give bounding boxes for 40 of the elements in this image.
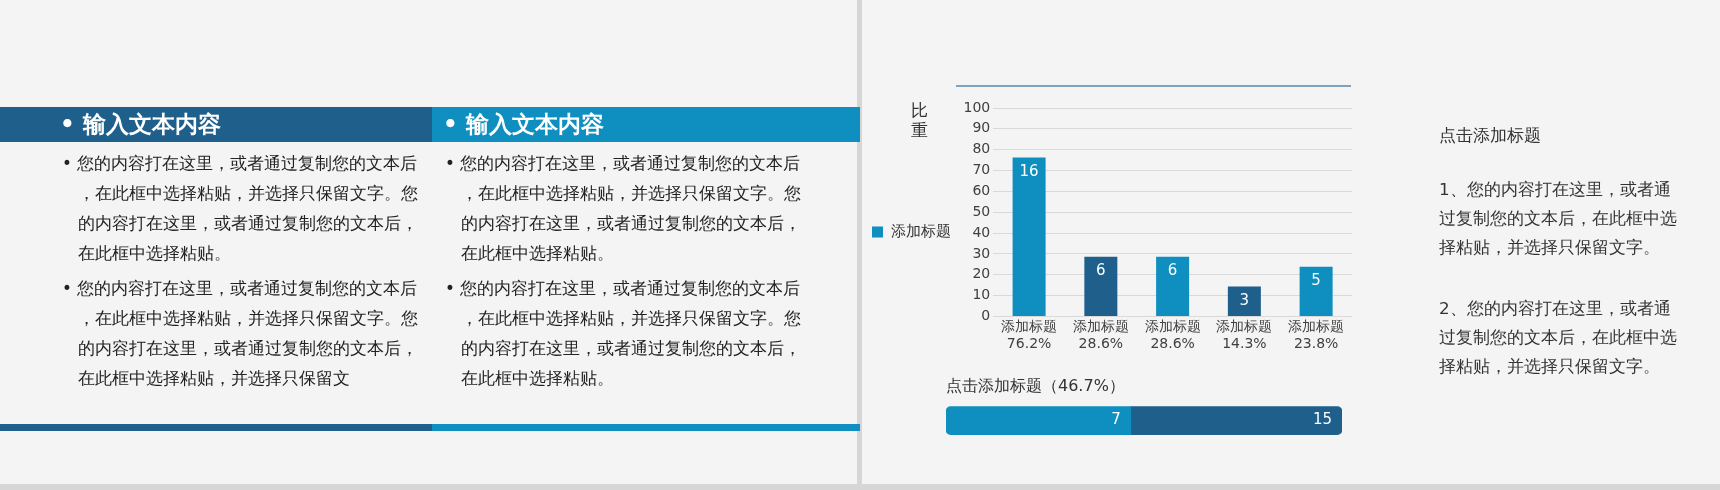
data-label: 7 (1111, 410, 1121, 429)
text: • 您的内容打在这里，或者通过复制您的文本后，在此框中选择粘贴，并选择只保留文字。您的内容打在这里，或者通过复制您的文本后，在此框中选择粘贴。 (62, 152, 419, 265)
legend-label: 添加标题 (890, 221, 951, 240)
y-tick-label: 60 (972, 182, 991, 198)
annotation: 5 (1311, 271, 1321, 290)
text: • 您的内容打在这里，或者通过复制您的文本后，在此框中选择粘贴，并选择只保留文字。您的内容打在这里，或者通过复制您的文本后，在此框中选择粘贴。 (445, 152, 802, 265)
y-tick-label: 40 (972, 223, 991, 240)
text: • 输入文本内容 (443, 111, 604, 137)
x-tick-label: 添加标题 76.2% (1001, 318, 1058, 352)
annotation: 6 (1096, 261, 1106, 280)
bar (1084, 256, 1118, 316)
y-axis-title: 比重 (910, 100, 928, 141)
bar (1012, 157, 1046, 316)
x-tick-label: 添加标题 28.6% (1072, 318, 1129, 352)
y-tick-label: 0 (981, 307, 991, 324)
chart-title: 点击添加标题（46.7%） (946, 375, 1125, 395)
y-tick-label: 50 (972, 202, 991, 219)
y-tick-label: 90 (972, 119, 991, 136)
x-tick-label: 添加标题 23.8% (1288, 318, 1345, 352)
y-tick-label: 100 (963, 98, 991, 115)
annotation: 3 (1239, 290, 1250, 309)
text: 1、您的内容打在这里，或者通过复制您的文本后，在此框中选择粘贴，并选择只保留文字。 (1439, 178, 1678, 259)
y-tick-label: 70 (972, 161, 991, 178)
bar (1156, 256, 1190, 316)
annotation: 16 (1019, 161, 1039, 180)
text: • 您的内容打在这里，或者通过复制您的文本后，在此框中选择粘贴，并选择只保留文字。您的内容打在这里，或者通过复制您的文本后，在此框中选择粘贴。 (445, 277, 802, 390)
text: • 您的内容打在这里，或者通过复制您的文本后，在此框中选择粘贴，并选择只保留文字。您的内容打在这里，或者通过复制您的文本后，在此框中选择粘贴，并选择只保留文 (62, 277, 419, 390)
x-tick-label: 添加标题 14.3% (1216, 318, 1273, 352)
y-tick-label: 80 (972, 140, 991, 157)
text: 点击添加标题 (1439, 124, 1542, 147)
y-tick-label: 10 (972, 286, 991, 303)
total-label: 15 (1312, 410, 1332, 429)
x-tick-label: 添加标题 28.6% (1144, 318, 1201, 352)
bar (1299, 266, 1333, 316)
text: 2、您的内容打在这里，或者通过复制您的文本后，在此框中选择粘贴，并选择只保留文字。 (1439, 297, 1678, 378)
bar (1227, 286, 1261, 316)
y-tick-label: 30 (972, 244, 991, 261)
annotation: 6 (1167, 261, 1178, 280)
y-tick-label: 20 (972, 265, 991, 282)
text: • 输入文本内容 (60, 111, 221, 137)
